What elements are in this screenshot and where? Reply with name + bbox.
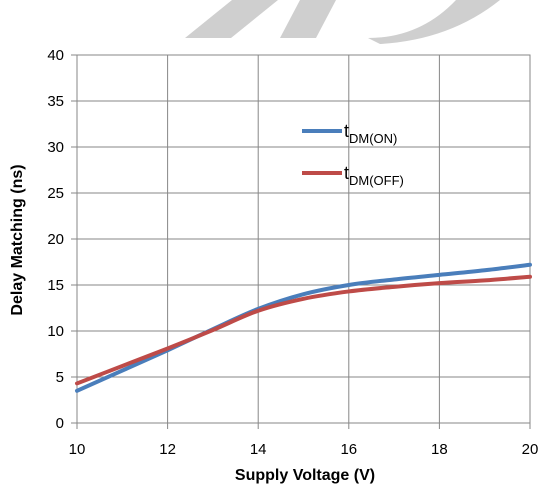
x-tick-label-4: 18 [431, 441, 448, 458]
x-axis-title: Supply Voltage (V) [235, 467, 375, 484]
x-tick-label-2: 14 [250, 441, 267, 458]
watermark [185, 0, 500, 44]
legend-label-main-dm-on: t [344, 121, 349, 141]
x-tick-label-5: 20 [522, 441, 539, 458]
watermark-shape-right [368, 0, 500, 44]
y-tick-label-5: 25 [47, 185, 64, 202]
y-tick-label-0: 0 [56, 415, 64, 432]
y-axis-title: Delay Matching (ns) [9, 164, 26, 315]
series-line-dm-on [75, 262, 532, 393]
legend-label-dm-off: tDM(OFF) [344, 163, 404, 188]
watermark-shape-left [185, 0, 278, 38]
legend-label-main-dm-off: t [344, 163, 349, 183]
y-tick-label-8: 40 [47, 47, 64, 64]
y-tick-label-1: 5 [56, 369, 64, 386]
y-tick-label-3: 15 [47, 277, 64, 294]
y-axis-ticks: 0 5 10 15 20 25 30 35 40 [47, 47, 77, 432]
x-axis-ticks: 10 12 14 16 18 20 [69, 423, 539, 458]
y-tick-label-6: 30 [47, 139, 64, 156]
legend: tDM(ON)tDM(OFF) [302, 121, 404, 188]
y-tick-label-7: 35 [47, 93, 64, 110]
x-tick-label-1: 12 [159, 441, 176, 458]
grid [76, 54, 531, 424]
legend-label-dm-on: tDM(ON) [344, 121, 397, 146]
y-tick-label-2: 10 [47, 323, 64, 340]
x-tick-label-3: 16 [340, 441, 357, 458]
watermark-shape-middle [280, 0, 336, 38]
legend-label-sub-dm-on: DM(ON) [349, 131, 397, 146]
x-tick-label-0: 10 [69, 441, 86, 458]
series-lines [75, 262, 532, 393]
series-line-dm-off [75, 274, 532, 386]
y-tick-label-4: 20 [47, 231, 64, 248]
legend-label-sub-dm-off: DM(OFF) [349, 173, 404, 188]
